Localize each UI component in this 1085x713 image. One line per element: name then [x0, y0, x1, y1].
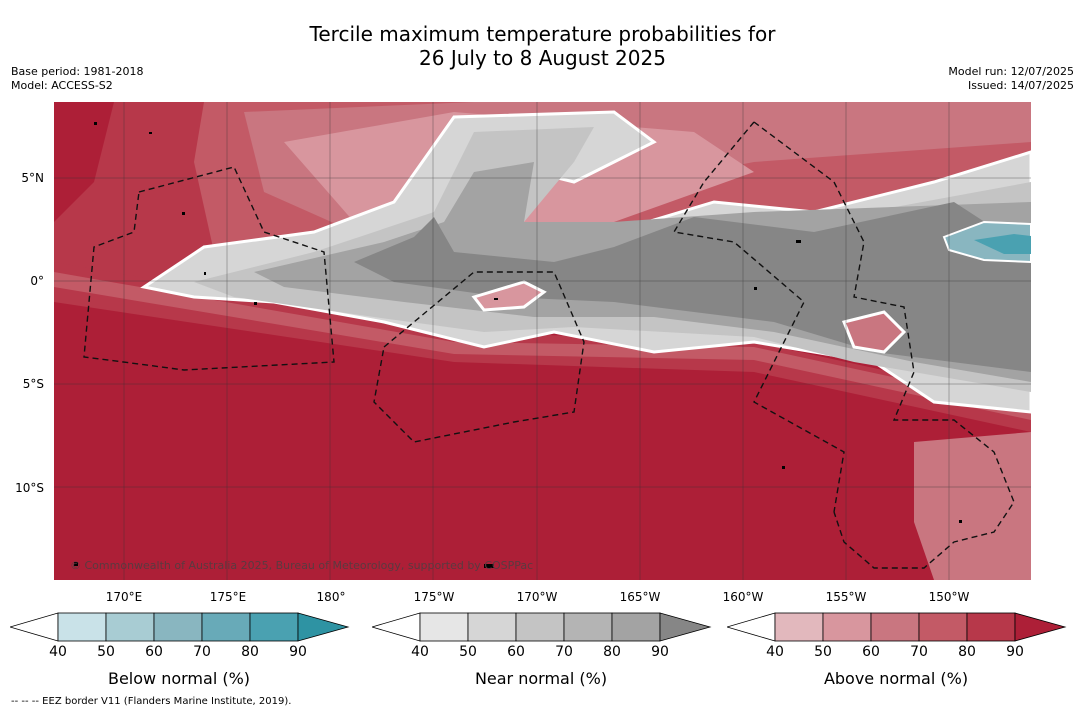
model-name: Model: ACCESS-S2	[11, 79, 113, 92]
below-colorbar-bin-3	[153, 612, 203, 642]
above-tick-70: 70	[910, 644, 928, 660]
above-colorbar-bin-2	[822, 612, 872, 642]
map-title: Tercile maximum temperature probabilitie…	[0, 22, 1085, 70]
lat-label-0: 0°	[30, 274, 44, 288]
lon-label-180: 180°	[316, 590, 346, 604]
near-tick-70: 70	[555, 644, 573, 660]
near-tick-90: 90	[651, 644, 669, 660]
above-tick-90: 90	[1006, 644, 1024, 660]
lat-label-5n: 5°N	[21, 171, 44, 185]
below-tick-40: 40	[49, 644, 67, 660]
eez-borders	[83, 121, 1015, 569]
graticule	[54, 102, 1031, 580]
eez-border-kiribati-line	[753, 121, 1015, 569]
colorbar-below-segments	[57, 612, 299, 642]
above-colorbar-bin-3	[870, 612, 920, 642]
above-band-southeast	[914, 432, 1031, 580]
below-tick-70: 70	[193, 644, 211, 660]
above-colorbar-bin-1	[774, 612, 824, 642]
base-period: Base period: 1981-2018	[11, 65, 144, 78]
lat-label-5s: 5°S	[22, 377, 44, 391]
lon-label-155w: 155°W	[825, 590, 867, 604]
below-tick-60: 60	[145, 644, 163, 660]
above-tick-40: 40	[766, 644, 784, 660]
issued-date: Issued: 14/07/2025	[967, 79, 1074, 92]
above-pocket-equator	[471, 280, 547, 312]
near-tick-40: 40	[411, 644, 429, 660]
near-colorbar-bin-2	[467, 612, 517, 642]
below-tick-90: 90	[289, 644, 307, 660]
copyright-notice: © Commonwealth of Australia 2025, Bureau…	[70, 559, 534, 572]
eez-border-kiribati-gilbert	[83, 166, 335, 371]
above-colorbar-bin-4	[918, 612, 968, 642]
near-normal-label: Near normal (%)	[474, 669, 608, 688]
eez-footnote: -- -- -- EEZ border V11 (Flanders Marine…	[11, 696, 292, 707]
lon-label-170e: 170°E	[105, 590, 143, 604]
colorbar-near-segments	[419, 612, 661, 642]
above-tick-60: 60	[862, 644, 880, 660]
near-tick-50: 50	[459, 644, 477, 660]
lon-label-160w: 160°W	[722, 590, 764, 604]
colorbar-near-arrow-right	[659, 612, 712, 642]
above-pocket-east	[841, 310, 907, 354]
colorbar-below	[10, 612, 350, 642]
near-colorbar-bin-3	[515, 612, 565, 642]
near-colorbar-bin-4	[563, 612, 613, 642]
colorbar-near-arrow-left	[372, 612, 421, 642]
below-colorbar-bin-2	[105, 612, 155, 642]
colorbar-below-arrow-left	[10, 612, 59, 642]
above-band-south-60	[54, 272, 1031, 420]
below-tick-80: 80	[241, 644, 259, 660]
lat-label-10s: 10°S	[15, 481, 44, 495]
near-colorbar-bin-5	[611, 612, 661, 642]
title-line-2: 26 July to 8 August 2025	[419, 46, 666, 70]
lon-label-170w: 170°W	[516, 590, 558, 604]
eez-border-kiribati-phoenix	[373, 271, 585, 443]
meta-left: Base period: 1981-2018 Model: ACCESS-S2	[11, 65, 143, 93]
colorbar-above	[727, 612, 1067, 642]
below-tick-50: 50	[97, 644, 115, 660]
below-colorbar-bin-5	[249, 612, 299, 642]
model-run: Model run: 12/07/2025	[948, 65, 1074, 78]
colorbar-above-segments	[774, 612, 1016, 642]
above-tick-50: 50	[814, 644, 832, 660]
above-colorbar-bin-5	[966, 612, 1016, 642]
below-colorbar-bin-4	[201, 612, 251, 642]
lon-label-165w: 165°W	[619, 590, 661, 604]
title-line-1: Tercile maximum temperature probabilitie…	[309, 22, 776, 46]
lon-label-175w: 175°W	[413, 590, 455, 604]
above-tick-80: 80	[958, 644, 976, 660]
probability-map	[54, 102, 1031, 580]
islands	[74, 122, 962, 568]
colorbar-below-arrow-right	[297, 612, 350, 642]
near-tick-60: 60	[507, 644, 525, 660]
lon-label-150w: 150°W	[928, 590, 970, 604]
below-normal-patch-inner	[974, 234, 1031, 254]
meta-right: Model run: 12/07/2025 Issued: 14/07/2025	[948, 65, 1074, 93]
colorbar-above-arrow-right	[1014, 612, 1067, 642]
near-colorbar-bin-1	[419, 612, 469, 642]
below-normal-label: Below normal (%)	[107, 669, 251, 688]
below-colorbar-bin-1	[57, 612, 107, 642]
colorbar-near	[372, 612, 712, 642]
lon-label-175e: 175°E	[209, 590, 247, 604]
colorbar-above-arrow-left	[727, 612, 776, 642]
above-normal-label: Above normal (%)	[823, 669, 969, 688]
near-tick-80: 80	[603, 644, 621, 660]
